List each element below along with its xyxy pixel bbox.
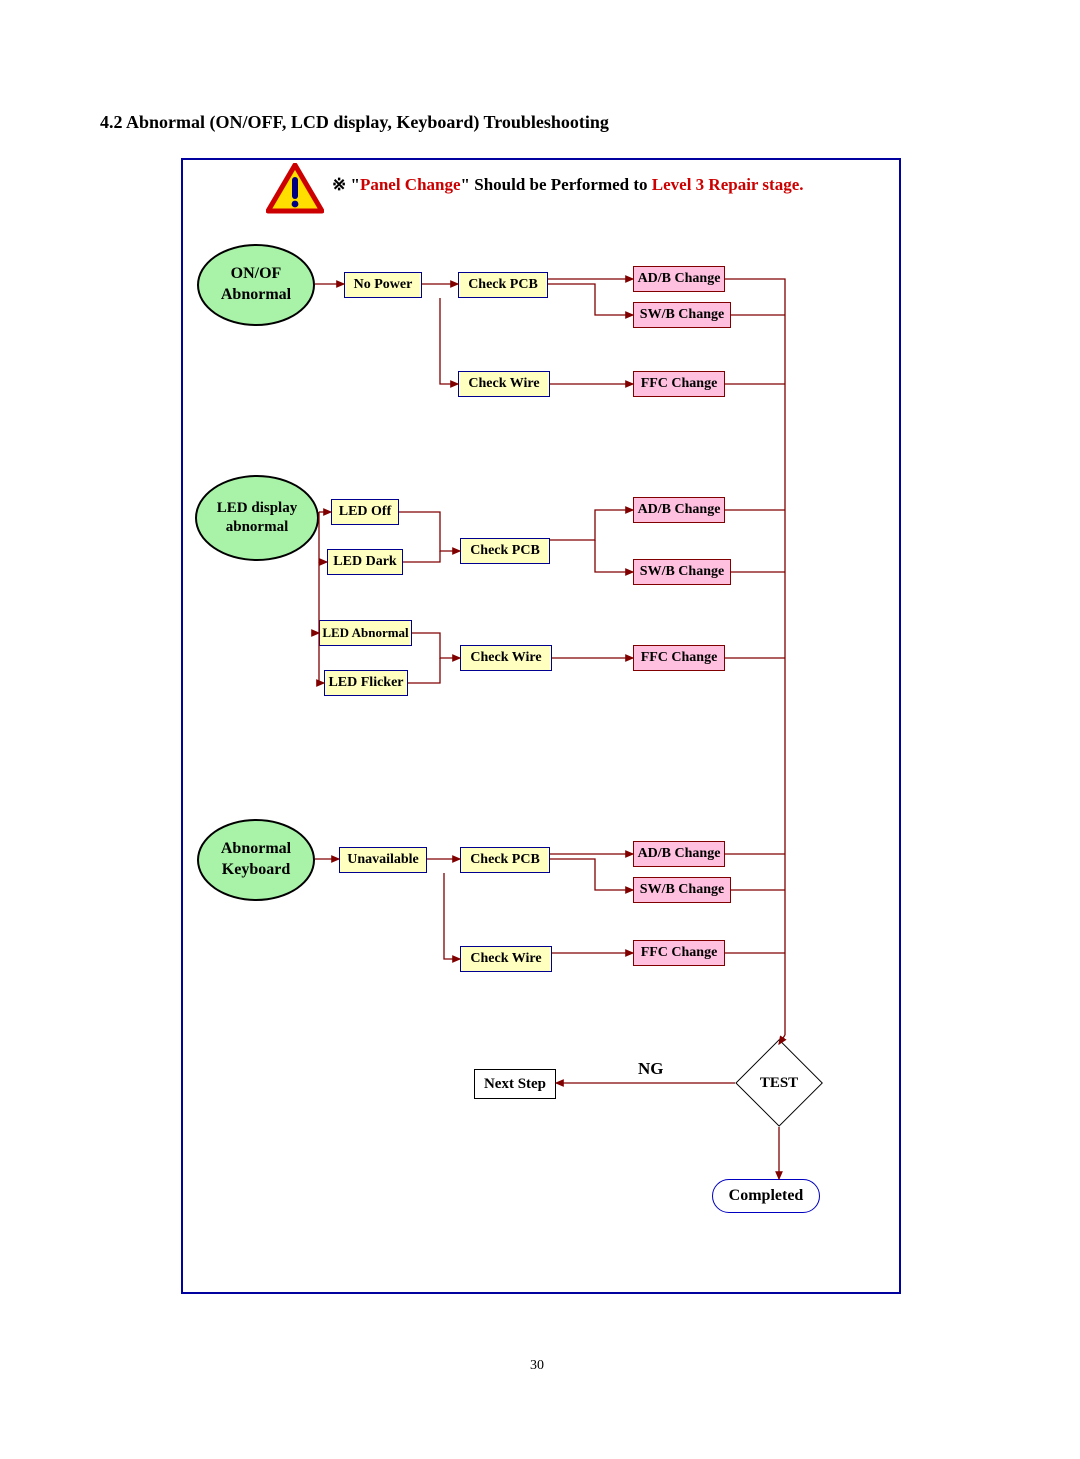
node-checkWire1: Check Wire — [458, 371, 550, 397]
test-decision-label: TEST — [735, 1039, 823, 1127]
warning-symbol: ※ — [332, 175, 346, 194]
warning-prefix: " — [351, 175, 360, 194]
node-checkWire3: Check Wire — [460, 946, 552, 972]
completed-terminal: Completed — [712, 1179, 820, 1213]
e3-l2: Keyboard — [222, 861, 290, 878]
start-abnormal-keyboard: Abnormal Keyboard — [197, 819, 315, 901]
node-ledFlick: LED Flicker — [324, 670, 408, 696]
start-led-display-abnormal: LED display abnormal — [195, 475, 319, 561]
page-number: 30 — [530, 1358, 544, 1374]
node-adb1: AD/B Change — [633, 266, 725, 292]
e1-l2: Abnormal — [221, 286, 291, 303]
node-ffc3: FFC Change — [633, 940, 725, 966]
node-nextStep: Next Step — [474, 1069, 556, 1099]
node-swb3: SW/B Change — [633, 877, 731, 903]
warning-icon — [266, 163, 324, 214]
node-checkWire2: Check Wire — [460, 645, 552, 671]
start-onoff-abnormal: ON/OF Abnormal — [197, 244, 315, 326]
node-ffc2: FFC Change — [633, 645, 725, 671]
warning-red2: Level 3 Repair stage. — [652, 175, 804, 194]
node-adb3: AD/B Change — [633, 841, 725, 867]
node-swb2: SW/B Change — [633, 559, 731, 585]
e3-l1: Abnormal — [221, 840, 291, 857]
e2-l1: LED display — [217, 500, 297, 516]
node-ledOff: LED Off — [331, 499, 399, 525]
node-noPower: No Power — [344, 272, 422, 298]
node-ledDark: LED Dark — [327, 549, 403, 575]
e1-l1: ON/OF — [231, 265, 282, 282]
warning-red1: Panel Change — [360, 175, 461, 194]
warning-mid: " Should be Performed to — [461, 175, 652, 194]
node-checkPCB2: Check PCB — [460, 538, 550, 564]
warning-text: ※ "Panel Change" Should be Performed to … — [332, 175, 804, 195]
node-adb2: AD/B Change — [633, 497, 725, 523]
ng-label: NG — [638, 1059, 664, 1079]
node-checkPCB1: Check PCB — [458, 272, 548, 298]
node-checkPCB3: Check PCB — [460, 847, 550, 873]
node-ffc1: FFC Change — [633, 371, 725, 397]
node-ledAbn: LED Abnormal — [319, 620, 412, 646]
test-decision: TEST — [735, 1039, 823, 1127]
e2-l2: abnormal — [226, 519, 289, 535]
node-unavail: Unavailable — [339, 847, 427, 873]
node-swb1: SW/B Change — [633, 302, 731, 328]
section-title: 4.2 Abnormal (ON/OFF, LCD display, Keybo… — [100, 112, 609, 133]
